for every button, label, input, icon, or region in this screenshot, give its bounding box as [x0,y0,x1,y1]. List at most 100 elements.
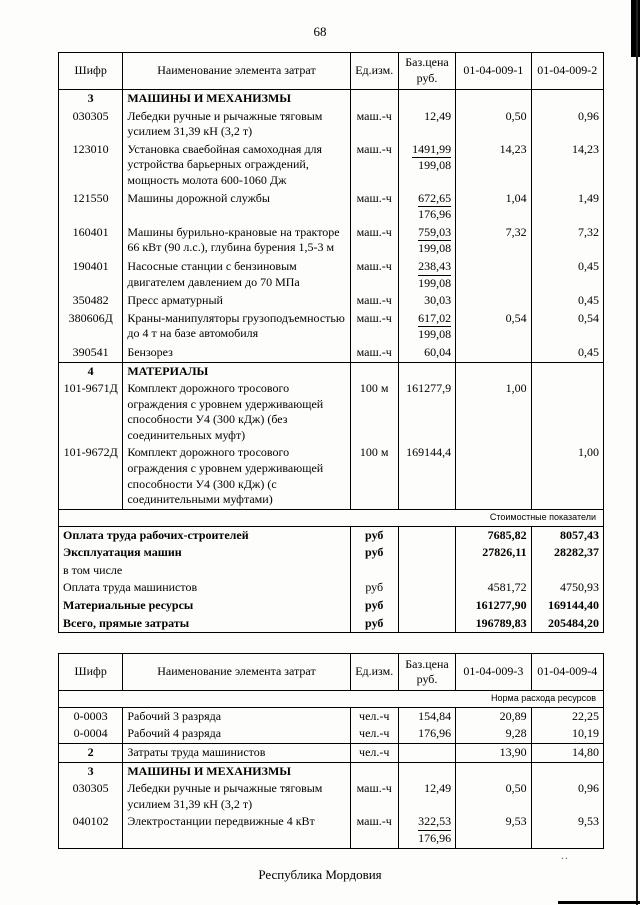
base-price-cell: 322,53 176,96 [397,813,457,849]
base-price-denominator: 199,08 [418,241,452,256]
value-cell-1: 13,90 [455,742,532,763]
summary-row: Оплата труда рабочих-строителей руб 7685… [58,526,605,545]
unit-cell: чел.-ч [349,725,399,744]
value-cell-1 [455,761,532,781]
name-cell: Лебедки ручные и рычажные тяговым усилие… [122,107,351,141]
value-cell-1: 1,00 [455,380,532,445]
header-cell-unit: Ед.изм. [349,52,399,90]
unit-cell: руб [349,596,399,615]
unit-cell: маш.-ч [349,189,399,224]
section-row: 3 МАШИНЫ И МЕХАНИЗМЫ [57,88,605,108]
resource-norm-band: Норма расхода ресурсов [58,690,604,708]
page-number: 68 [313,24,327,39]
value-cell-1 [455,88,532,108]
unit-cell: маш.-ч [349,140,399,190]
section-name-cell: МАШИНЫ И МЕХАНИЗМЫ [122,761,351,781]
value-cell-1 [455,292,532,310]
base-price-denominator: 176,96 [418,207,452,222]
unit-cell [349,361,399,381]
cost-indicators-band: Стоимостные показатели [58,508,604,527]
scan-edge-artifact [636,0,638,905]
summary-name-cell: Эксплуатация машин [58,544,351,562]
value-cell-2 [530,361,605,381]
value-cell-1: 7685,82 [455,526,532,545]
unit-cell: маш.-ч [349,257,399,293]
value-cell-1: 4581,72 [455,579,532,597]
code-cell: 380606Д [57,309,124,344]
value-cell-1: 161277,90 [455,596,532,615]
header-cell-code: Шифр [57,653,124,692]
table-row: 101-9672Д Комплект дорожного тросового о… [57,444,605,510]
code-cell: 040102 [57,813,124,849]
value-cell-1: 9,28 [455,725,532,744]
unit-cell: маш.-ч [349,107,399,141]
value-cell-2: 10,19 [530,725,605,744]
code-cell: 101-9671Д [57,380,124,445]
base-price-cell [397,526,457,545]
code-cell: 0-0004 [57,725,124,744]
table-row: 0-0003 Рабочий 3 разряда чел.-ч 154,84 2… [57,707,605,726]
base-price-denominator: 199,08 [418,158,452,173]
base-price-cell [397,579,457,597]
value-cell-2: 0,96 [530,107,605,141]
base-price-cell: 30,03 [397,292,457,310]
table-row: 121550 Машины дорожной службы маш.-ч 672… [57,189,605,224]
code-cell: 3 [57,761,124,781]
value-cell-1 [455,343,532,362]
code-cell: 121550 [57,189,124,224]
unit-cell: руб [349,614,399,633]
table-header-row: Шифр Наименование элемента затрат Ед.изм… [57,52,605,90]
name-cell: Комплект дорожного тросового ограждения … [122,380,351,445]
code-cell: 350482 [57,292,124,310]
base-price-numerator: 672,65 [418,191,452,208]
value-cell-2: 1,00 [530,444,605,510]
unit-cell: маш.-ч [349,813,399,849]
section-name-cell: МАШИНЫ И МЕХАНИЗМЫ [122,88,351,108]
unit-cell: чел.-ч [349,742,399,763]
section-row: 3 МАШИНЫ И МЕХАНИЗМЫ [57,761,605,781]
value-cell-1: 0,54 [455,309,532,344]
code-cell: 0-0003 [57,707,124,726]
value-cell-2: 0,54 [530,309,605,344]
unit-cell [349,88,399,108]
unit-cell: маш.-ч [349,223,399,258]
table-row: 123010 Установка сваебойная самоходная д… [57,140,605,190]
unit-cell: маш.-ч [349,343,399,362]
region-footer-label: Республика Мордовия [258,866,382,882]
value-cell-2 [530,561,605,580]
header-cell-col2: 01-04-009-2 [530,52,605,90]
name-cell: Установка сваебойная самоходная для устр… [122,140,351,190]
value-cell-2: 22,25 [530,707,605,726]
summary-name-cell: Оплата труда машинистов [58,579,351,597]
summary-row: в том числе [58,561,605,580]
base-price-numerator: 1491,99 [412,142,452,159]
unit-cell: чел.-ч [349,707,399,726]
unit-cell: руб [349,526,399,545]
resource-norm-label: Норма расхода ресурсов [58,690,604,708]
table-row: 350482 Пресс арматурный маш.-ч 30,03 0,4… [57,292,605,310]
value-cell-2: 0,45 [530,292,605,310]
code-cell: 4 [57,361,124,381]
table-row: 390541 Бензорез маш.-ч 60,04 0,45 [57,343,605,362]
base-price-cell: 60,04 [397,343,457,362]
header-cell-name: Наименование элемента затрат [122,52,351,90]
code-cell: 190401 [57,257,124,293]
value-cell-1: 7,32 [455,223,532,258]
section-name-cell: МАТЕРИАЛЫ [122,361,351,381]
name-cell: Рабочий 3 разряда [122,707,351,726]
value-cell-1 [455,561,532,580]
unit-cell: руб [349,544,399,562]
name-cell: Машины бурильно-крановые на тракторе 66 … [122,223,351,258]
unit-cell: маш.-ч [349,780,399,814]
code-cell: 123010 [57,140,124,190]
base-price-numerator: 322,53 [418,814,452,831]
table-row: 380606Д Краны-манипуляторы грузоподъемно… [57,309,605,344]
name-cell: Рабочий 4 разряда [122,725,351,744]
base-price-denominator: 199,08 [418,327,452,342]
unit-cell: руб [349,579,399,597]
table-row: 160401 Машины бурильно-крановые на тракт… [57,223,605,258]
table-row: 101-9671Д Комплект дорожного тросового о… [57,380,605,445]
name-cell: Краны-манипуляторы грузоподъемностью до … [122,309,351,344]
base-price-denominator: 176,96 [418,830,452,845]
value-cell-2: 4750,93 [530,579,605,597]
